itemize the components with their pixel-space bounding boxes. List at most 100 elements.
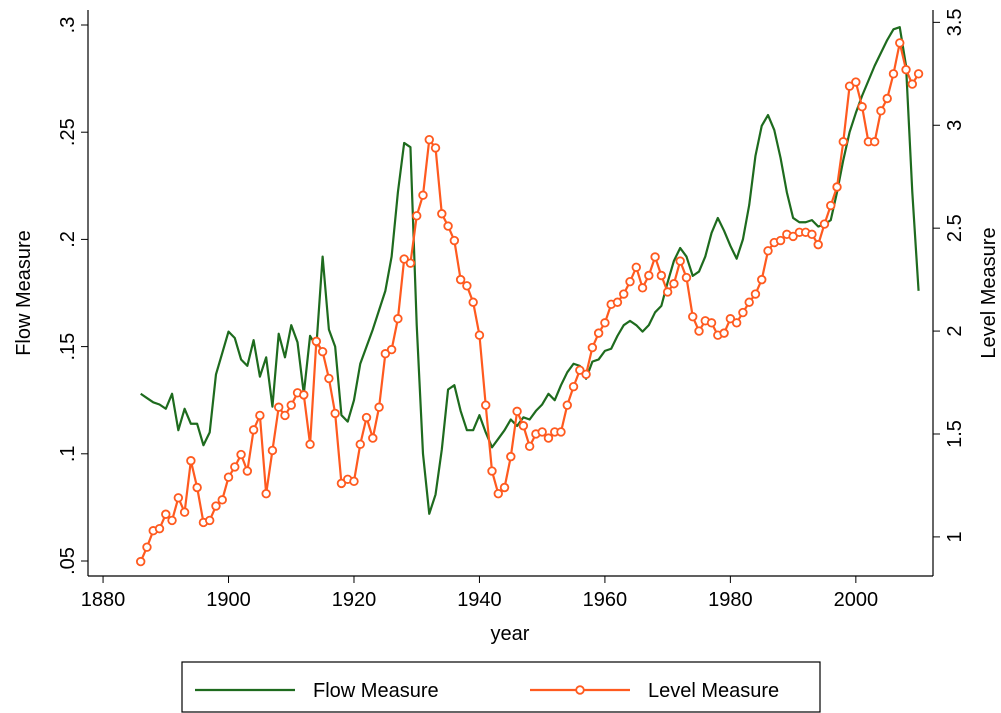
series-marker [719, 328, 729, 338]
series-marker [386, 344, 397, 355]
series-marker [518, 421, 529, 431]
y-tick-label: .05 [57, 547, 79, 575]
x-tick-label: 1920 [332, 589, 377, 611]
series-marker [738, 307, 748, 318]
series-marker [286, 400, 296, 410]
series-marker [675, 256, 685, 266]
series-marker [619, 289, 629, 299]
series-marker [625, 276, 635, 287]
series-marker [179, 507, 190, 517]
series-marker [487, 466, 497, 476]
series-marker [267, 445, 278, 456]
series-marker [405, 258, 416, 268]
series-marker [261, 488, 271, 499]
series-marker [775, 235, 786, 246]
legend-marker [575, 685, 585, 695]
series-marker [869, 137, 880, 147]
series-marker [412, 211, 422, 221]
series-marker [154, 523, 165, 534]
y2-tick-label: 3 [944, 120, 966, 131]
series-marker [907, 79, 917, 89]
series-marker [662, 287, 673, 297]
series-marker [788, 231, 798, 242]
x-tick-label: 1880 [81, 589, 126, 611]
series-marker [637, 283, 648, 293]
series-marker [512, 406, 522, 417]
series-marker [681, 272, 692, 283]
series-marker [832, 182, 842, 192]
series-marker [299, 390, 309, 400]
series-marker [506, 451, 516, 462]
series-marker [612, 297, 623, 307]
series-marker [418, 190, 428, 200]
series-marker [744, 297, 754, 307]
series-marker [499, 482, 510, 493]
series-marker [568, 381, 579, 392]
x-tick-label: 2000 [834, 589, 879, 611]
y-tick-label: .3 [57, 17, 79, 34]
y-tick-label: .15 [57, 333, 79, 361]
series-marker [543, 433, 554, 443]
series-marker [248, 425, 259, 435]
legend [181, 661, 821, 713]
y-tick-label: .25 [57, 118, 79, 146]
series-marker [399, 254, 409, 264]
y2-tick-label: 1.5 [944, 420, 966, 448]
y2-axis-label: Level Measure [978, 227, 1000, 358]
series-marker [462, 281, 472, 291]
x-tick-label: 1980 [708, 589, 753, 611]
y2-tick-label: 2 [944, 326, 966, 337]
series-marker [368, 433, 378, 443]
series-marker [443, 221, 453, 231]
series-marker [424, 134, 434, 145]
y2-tick-label: 3.5 [944, 8, 966, 36]
legend-label: Level Measure [648, 680, 779, 702]
series-marker [374, 402, 384, 412]
series-marker [274, 402, 284, 412]
series-marker [142, 542, 152, 552]
y-tick-label: .2 [57, 231, 79, 248]
series-marker [757, 274, 767, 285]
series-marker [167, 515, 177, 526]
series-marker [826, 200, 836, 211]
series-marker [330, 408, 340, 419]
series-marker [857, 102, 867, 112]
series-marker [524, 441, 535, 452]
series-marker [468, 297, 478, 307]
series-marker [236, 449, 246, 460]
y2-tick-label: 1 [944, 531, 966, 542]
series-marker [876, 106, 886, 116]
series-marker [186, 456, 196, 466]
series-marker [813, 239, 823, 250]
series-marker [493, 488, 503, 499]
series-marker [135, 556, 146, 567]
series-marker [888, 69, 899, 79]
series-marker [882, 93, 892, 104]
series-marker [656, 270, 667, 281]
series-marker [644, 270, 654, 281]
y-tick-label: .1 [57, 445, 79, 462]
series-marker [763, 246, 773, 256]
series-marker [556, 427, 566, 437]
series-marker [694, 326, 704, 336]
series-marker [600, 318, 610, 328]
x-tick-label: 1960 [583, 589, 628, 611]
x-tick-label: 1940 [457, 589, 502, 611]
series-marker [593, 328, 604, 338]
series-marker [161, 509, 171, 519]
y-axis-label: Flow Measure [13, 230, 35, 356]
series-marker [537, 427, 547, 437]
series-marker [844, 81, 855, 91]
series-marker [455, 274, 466, 285]
series-marker [242, 466, 253, 476]
series-marker [324, 373, 334, 384]
series-marker [650, 252, 660, 262]
series-marker [217, 495, 227, 505]
series-marker [380, 349, 391, 359]
legend-label: Flow Measure [313, 680, 439, 702]
x-axis-label: year [491, 623, 530, 645]
series-marker [587, 342, 598, 353]
series-marker [838, 137, 848, 147]
